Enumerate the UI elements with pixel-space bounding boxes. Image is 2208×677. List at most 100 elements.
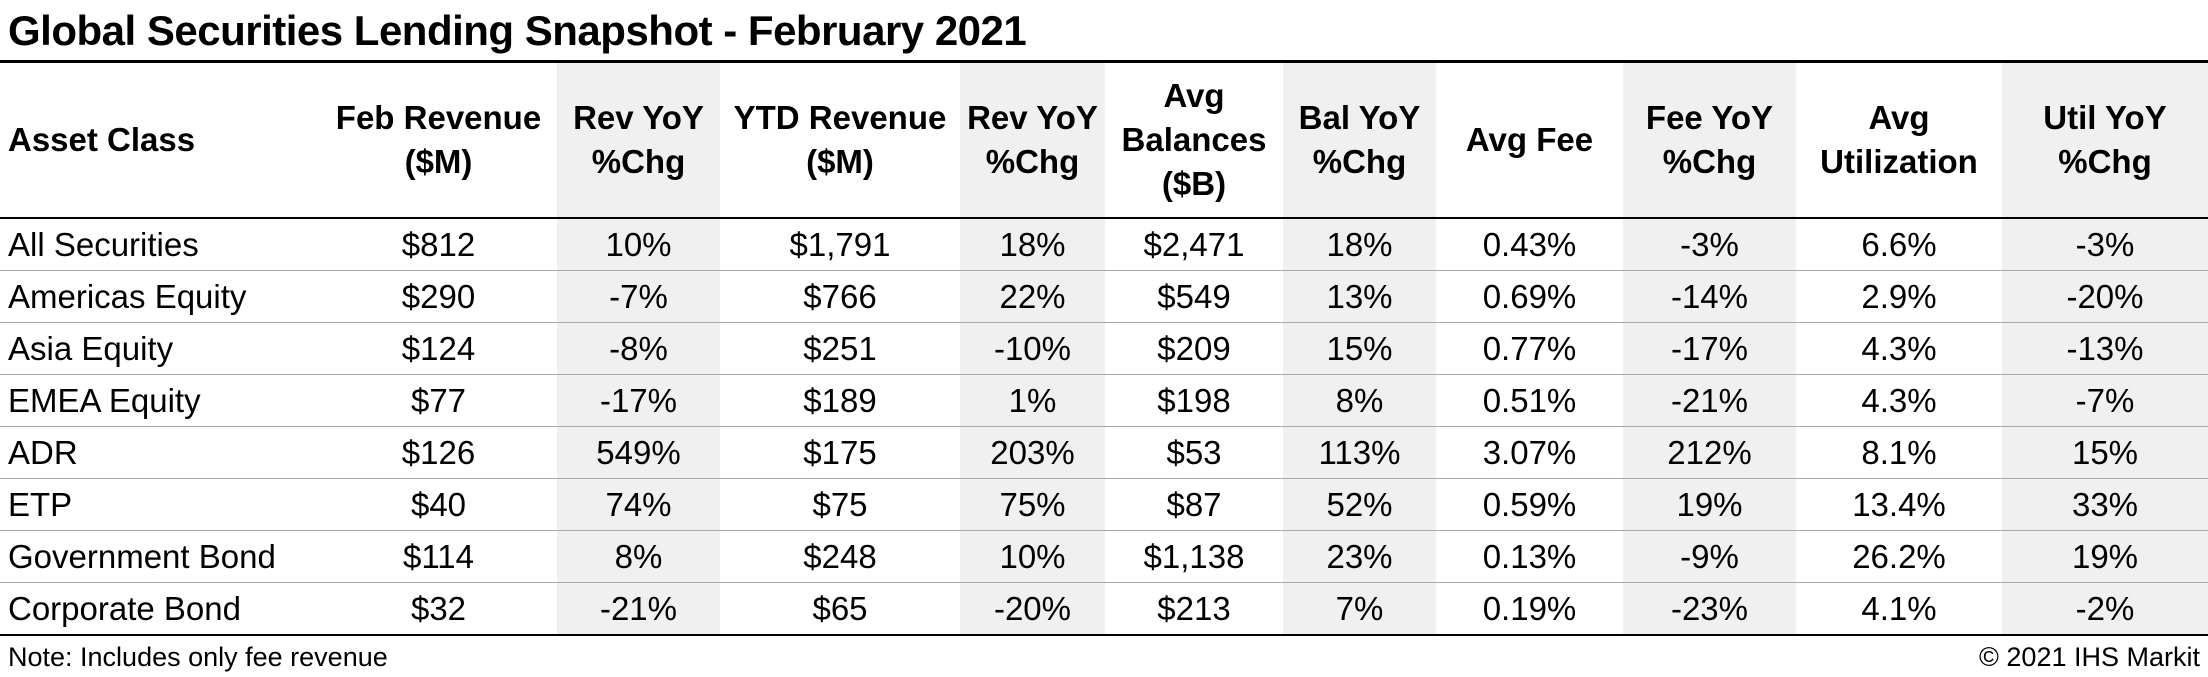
rev-yoy-cell: 8% [557, 530, 720, 583]
header-feb-revenue: Feb Revenue ($M) [320, 63, 557, 219]
util-yoy-cell: -20% [2002, 270, 2208, 323]
fee-yoy-cell: 19% [1623, 478, 1796, 531]
ytd-rev-yoy-cell: -10% [960, 322, 1105, 375]
asset-class-cell: Americas Equity [0, 270, 320, 323]
ytd-rev-yoy-cell: 22% [960, 270, 1105, 323]
util-yoy-cell: 33% [2002, 478, 2208, 531]
feb-revenue-cell: $126 [320, 426, 557, 479]
avg-balances-cell: $198 [1105, 374, 1283, 427]
avg-balances-cell: $2,471 [1105, 218, 1283, 271]
header-avg-balances: Avg Balances ($B) [1105, 63, 1283, 219]
avg-fee-cell: 0.13% [1436, 530, 1623, 583]
header-avg-fee: Avg Fee [1436, 63, 1623, 219]
avg-utilization-cell: 4.3% [1796, 374, 2002, 427]
bal-yoy-cell: 13% [1283, 270, 1436, 323]
avg-balances-cell: $213 [1105, 582, 1283, 636]
ytd-rev-yoy-cell: 1% [960, 374, 1105, 427]
bal-yoy-cell: 18% [1283, 218, 1436, 271]
header-asset-class: Asset Class [0, 63, 320, 219]
asset-class-cell: ADR [0, 426, 320, 479]
rev-yoy-cell: -7% [557, 270, 720, 323]
ytd-revenue-cell: $1,791 [720, 218, 960, 271]
header-util-yoy: Util YoY %Chg [2002, 63, 2208, 219]
avg-utilization-cell: 26.2% [1796, 530, 2002, 583]
bal-yoy-cell: 113% [1283, 426, 1436, 479]
avg-utilization-cell: 6.6% [1796, 218, 2002, 271]
ytd-revenue-cell: $75 [720, 478, 960, 531]
footer-note: Note: Includes only fee revenue [8, 642, 388, 672]
title-rule [0, 60, 2208, 63]
ytd-revenue-cell: $251 [720, 322, 960, 375]
avg-balances-cell: $209 [1105, 322, 1283, 375]
ytd-rev-yoy-cell: 18% [960, 218, 1105, 271]
table-row: All Securities $812 10% $1,791 18% $2,471 18% 0… [0, 218, 2208, 271]
bal-yoy-cell: 7% [1283, 582, 1436, 636]
table-row: Corporate Bond $32 -21% $65 -20% $213 7% 0.19% -… [0, 582, 2208, 636]
header-fee-yoy: Fee YoY %Chg [1623, 63, 1796, 219]
table-row: ADR $126 549% $175 203% $53 113% 3.07% 212% 8.1% 1… [0, 426, 2208, 479]
table-row: EMEA Equity $77 -17% $189 1% $198 8% 0.51% -21% 4… [0, 374, 2208, 427]
bal-yoy-cell: 8% [1283, 374, 1436, 427]
feb-revenue-cell: $124 [320, 322, 557, 375]
util-yoy-cell: -13% [2002, 322, 2208, 375]
avg-fee-cell: 0.43% [1436, 218, 1623, 271]
ytd-revenue-cell: $189 [720, 374, 960, 427]
asset-class-cell: Corporate Bond [0, 582, 320, 636]
ytd-rev-yoy-cell: -20% [960, 582, 1105, 636]
avg-fee-cell: 0.69% [1436, 270, 1623, 323]
avg-balances-cell: $87 [1105, 478, 1283, 531]
bal-yoy-cell: 23% [1283, 530, 1436, 583]
ytd-revenue-cell: $175 [720, 426, 960, 479]
header-bal-yoy: Bal YoY %Chg [1283, 63, 1436, 219]
fee-yoy-cell: -17% [1623, 322, 1796, 375]
asset-class-cell: Government Bond [0, 530, 320, 583]
ytd-revenue-cell: $65 [720, 582, 960, 636]
feb-revenue-cell: $812 [320, 218, 557, 271]
util-yoy-cell: 15% [2002, 426, 2208, 479]
asset-class-cell: All Securities [0, 218, 320, 271]
rev-yoy-cell: 549% [557, 426, 720, 479]
header-ytd-revenue: YTD Revenue ($M) [720, 63, 960, 219]
rev-yoy-cell: -21% [557, 582, 720, 636]
avg-utilization-cell: 2.9% [1796, 270, 2002, 323]
avg-fee-cell: 0.77% [1436, 322, 1623, 375]
util-yoy-cell: -2% [2002, 582, 2208, 636]
avg-utilization-cell: 4.3% [1796, 322, 2002, 375]
rev-yoy-cell: -8% [557, 322, 720, 375]
fee-yoy-cell: -9% [1623, 530, 1796, 583]
avg-fee-cell: 0.19% [1436, 582, 1623, 636]
avg-balances-cell: $1,138 [1105, 530, 1283, 583]
asset-class-cell: ETP [0, 478, 320, 531]
avg-utilization-cell: 4.1% [1796, 582, 2002, 636]
util-yoy-cell: -3% [2002, 218, 2208, 271]
avg-utilization-cell: 8.1% [1796, 426, 2002, 479]
ytd-revenue-cell: $766 [720, 270, 960, 323]
avg-utilization-cell: 13.4% [1796, 478, 2002, 531]
fee-yoy-cell: -23% [1623, 582, 1796, 636]
fee-yoy-cell: -21% [1623, 374, 1796, 427]
table-row: Government Bond $114 8% $248 10% $1,138 23% 0.1… [0, 530, 2208, 583]
avg-balances-cell: $53 [1105, 426, 1283, 479]
header-avg-utilization: Avg Utilization [1796, 63, 2002, 219]
avg-fee-cell: 0.51% [1436, 374, 1623, 427]
table-row: Asia Equity $124 -8% $251 -10% $209 15% 0.77% -1… [0, 322, 2208, 375]
bal-yoy-cell: 15% [1283, 322, 1436, 375]
header-rev-yoy: Rev YoY %Chg [557, 63, 720, 219]
avg-fee-cell: 3.07% [1436, 426, 1623, 479]
header-row: Asset Class Feb Revenue ($M) Rev YoY %Ch… [0, 63, 2208, 219]
ytd-rev-yoy-cell: 10% [960, 530, 1105, 583]
fee-yoy-cell: -14% [1623, 270, 1796, 323]
avg-balances-cell: $549 [1105, 270, 1283, 323]
feb-revenue-cell: $114 [320, 530, 557, 583]
table-row: Americas Equity $290 -7% $766 22% $549 13% 0.69… [0, 270, 2208, 323]
fee-yoy-cell: -3% [1623, 218, 1796, 271]
table-body: All Securities $812 10% $1,791 18% $2,471 18% 0… [0, 218, 2208, 636]
rev-yoy-cell: 10% [557, 218, 720, 271]
avg-fee-cell: 0.59% [1436, 478, 1623, 531]
rev-yoy-cell: -17% [557, 374, 720, 427]
rev-yoy-cell: 74% [557, 478, 720, 531]
snapshot-table: Asset Class Feb Revenue ($M) Rev YoY %Ch… [0, 63, 2208, 636]
util-yoy-cell: 19% [2002, 530, 2208, 583]
asset-class-cell: EMEA Equity [0, 374, 320, 427]
